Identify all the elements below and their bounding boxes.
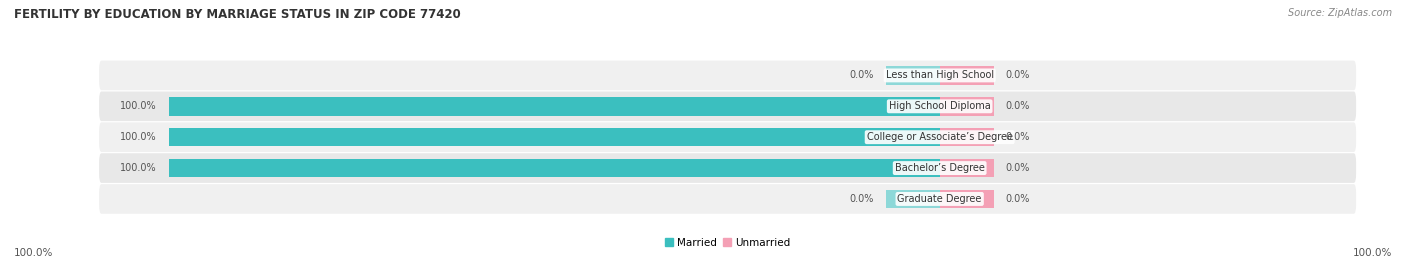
Bar <box>939 97 994 116</box>
Text: Graduate Degree: Graduate Degree <box>897 194 981 204</box>
Text: 100.0%: 100.0% <box>1353 248 1392 258</box>
Bar <box>939 190 994 208</box>
Text: FERTILITY BY EDUCATION BY MARRIAGE STATUS IN ZIP CODE 77420: FERTILITY BY EDUCATION BY MARRIAGE STATU… <box>14 8 461 21</box>
Bar <box>939 128 994 146</box>
Text: 0.0%: 0.0% <box>849 70 875 80</box>
Text: 100.0%: 100.0% <box>121 163 157 173</box>
Text: 100.0%: 100.0% <box>121 101 157 111</box>
Text: College or Associate’s Degree: College or Associate’s Degree <box>866 132 1012 142</box>
FancyBboxPatch shape <box>98 122 1357 152</box>
Text: High School Diploma: High School Diploma <box>889 101 991 111</box>
FancyBboxPatch shape <box>98 184 1357 214</box>
Legend: Married, Unmarried: Married, Unmarried <box>661 234 794 252</box>
Bar <box>169 128 939 146</box>
Bar <box>169 159 939 177</box>
Text: 100.0%: 100.0% <box>14 248 53 258</box>
Text: 100.0%: 100.0% <box>121 132 157 142</box>
Text: 0.0%: 0.0% <box>1005 70 1029 80</box>
Text: 0.0%: 0.0% <box>1005 163 1029 173</box>
FancyBboxPatch shape <box>98 61 1357 90</box>
Text: 0.0%: 0.0% <box>1005 132 1029 142</box>
Text: 0.0%: 0.0% <box>849 194 875 204</box>
Text: 0.0%: 0.0% <box>1005 101 1029 111</box>
Text: Bachelor’s Degree: Bachelor’s Degree <box>894 163 984 173</box>
FancyBboxPatch shape <box>98 153 1357 183</box>
Text: Source: ZipAtlas.com: Source: ZipAtlas.com <box>1288 8 1392 18</box>
Bar <box>939 66 994 85</box>
Bar <box>886 66 939 85</box>
FancyBboxPatch shape <box>98 91 1357 121</box>
Bar <box>886 190 939 208</box>
Bar <box>169 97 939 116</box>
Text: Less than High School: Less than High School <box>886 70 994 80</box>
Bar <box>939 159 994 177</box>
Text: 0.0%: 0.0% <box>1005 194 1029 204</box>
